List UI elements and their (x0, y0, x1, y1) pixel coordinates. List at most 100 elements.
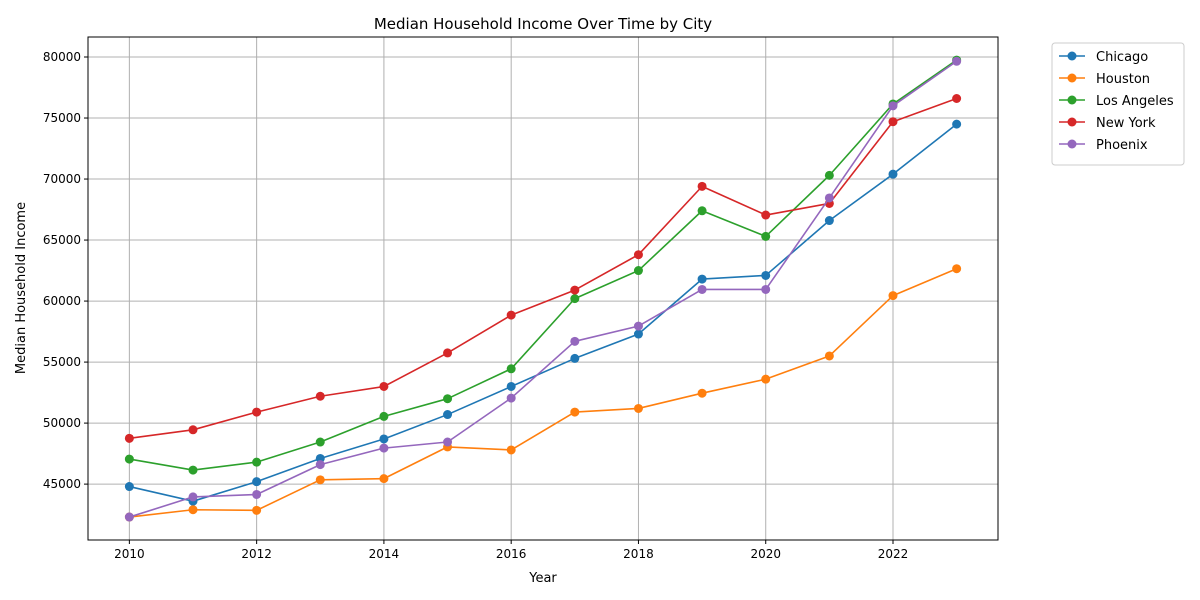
data-point (633, 250, 643, 260)
data-point (633, 329, 643, 339)
data-point (761, 374, 771, 384)
data-point (315, 475, 325, 485)
data-point (252, 489, 262, 499)
data-point (443, 348, 453, 358)
data-point (252, 477, 262, 487)
data-point (952, 94, 962, 104)
data-point (824, 216, 834, 226)
series-line (129, 123, 958, 503)
data-point (824, 193, 834, 203)
legend-marker (1067, 117, 1077, 127)
data-point (315, 391, 325, 401)
x-tick-label: 2012 (241, 547, 272, 561)
data-point (379, 411, 389, 421)
data-point (697, 206, 707, 216)
data-point (124, 433, 134, 443)
y-tick-label: 70000 (43, 172, 81, 186)
x-tick-label: 2016 (496, 547, 527, 561)
data-point (188, 492, 198, 502)
y-axis-label: Median Household Income (14, 202, 29, 374)
data-point (824, 170, 834, 180)
data-point (697, 181, 707, 191)
data-point (506, 381, 516, 391)
data-point (124, 512, 134, 522)
data-point (888, 117, 898, 127)
data-point (506, 393, 516, 403)
data-point (443, 394, 453, 404)
legend-label: Phoenix (1096, 138, 1148, 153)
data-point (952, 264, 962, 274)
data-point (633, 266, 643, 276)
axis-ticks: 2010 2012 2014 2016 2018 2020 2022 45000 50000 55… (43, 50, 908, 561)
data-point (188, 425, 198, 435)
data-point (443, 410, 453, 420)
data-point (570, 336, 580, 346)
data-point (633, 321, 643, 331)
data-point (315, 437, 325, 447)
data-point (761, 210, 771, 220)
data-point (697, 274, 707, 284)
series-houston (124, 264, 962, 522)
y-tick-label: 50000 (43, 416, 81, 430)
data-point (188, 505, 198, 515)
data-point (761, 270, 771, 280)
data-point (506, 445, 516, 455)
legend: Chicago Houston Los Angeles New York Phoenix (1051, 42, 1185, 166)
legend-label: Houston (1096, 72, 1150, 87)
y-tick-label: 80000 (43, 50, 81, 64)
legend-marker (1067, 139, 1077, 149)
legend-marker (1067, 95, 1077, 105)
data-point (633, 403, 643, 413)
data-point (888, 101, 898, 111)
x-tick-label: 2020 (750, 547, 781, 561)
legend-label: Chicago (1096, 50, 1148, 65)
data-point (124, 454, 134, 464)
data-point (952, 56, 962, 66)
data-point (506, 310, 516, 320)
legend-item: Phoenix (1059, 138, 1148, 153)
legend-item: Los Angeles (1059, 94, 1174, 109)
legend-marker (1067, 51, 1077, 61)
series-los-angeles (124, 55, 962, 475)
data-point (252, 407, 262, 417)
data-point (188, 465, 198, 475)
legend-label: Los Angeles (1096, 94, 1174, 109)
data-point (379, 474, 389, 484)
data-point (952, 119, 962, 129)
data-point (761, 231, 771, 241)
y-tick-label: 60000 (43, 294, 81, 308)
x-tick-label: 2022 (878, 547, 909, 561)
data-point (824, 351, 834, 361)
data-point (761, 284, 771, 294)
data-point (570, 353, 580, 363)
x-axis-label: Year (528, 571, 557, 586)
legend-marker (1067, 73, 1077, 83)
data-point (443, 437, 453, 447)
series-line (129, 60, 958, 518)
data-point (888, 291, 898, 301)
data-point (570, 294, 580, 304)
data-point (506, 364, 516, 374)
chart-title: Median Household Income Over Time by Cit… (374, 15, 712, 33)
x-tick-label: 2010 (114, 547, 145, 561)
data-point (252, 457, 262, 467)
y-tick-label: 75000 (43, 111, 81, 125)
data-point (697, 388, 707, 398)
legend-item: Chicago (1059, 50, 1148, 65)
series-line (129, 97, 957, 440)
series-lines (124, 55, 962, 522)
data-point (315, 460, 325, 470)
data-point (252, 505, 262, 515)
y-tick-label: 65000 (43, 233, 81, 247)
series-phoenix (124, 56, 962, 522)
data-point (379, 381, 389, 391)
legend-item: Houston (1059, 72, 1150, 87)
series-line (129, 59, 958, 471)
y-tick-label: 45000 (43, 477, 81, 491)
data-point (570, 407, 580, 417)
series-new-york (124, 94, 962, 443)
data-point (124, 482, 134, 492)
data-point (697, 284, 707, 294)
